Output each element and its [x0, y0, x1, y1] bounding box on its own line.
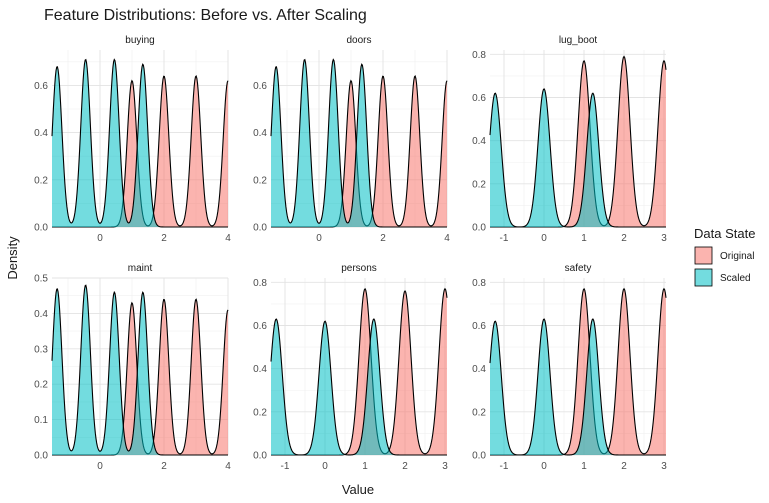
y-tick-label: 0.4 [253, 128, 267, 139]
x-tick-label: 3 [661, 233, 667, 244]
y-tick-label: 0.2 [34, 380, 48, 391]
x-tick-label: 0 [316, 233, 322, 244]
y-tick-label: 0.2 [253, 175, 267, 186]
y-tick-label: 0.6 [253, 81, 267, 92]
x-tick-label: 1 [581, 461, 587, 472]
legend-label-original: Original [720, 251, 754, 262]
x-tick-label: -1 [500, 233, 509, 244]
y-tick-label: 0.8 [472, 278, 486, 289]
y-tick-label: 0.2 [472, 407, 486, 418]
density-area-scaled [271, 59, 447, 227]
y-tick-label: 0.5 [34, 274, 48, 285]
density-line-scaled [51, 58, 228, 228]
facet-buying: buying 0.0 0.2 0.4 0.6 0 2 4 [34, 35, 231, 244]
density-line-scaled [489, 318, 666, 456]
x-tick-label: 4 [444, 233, 450, 244]
y-tick-label: 0.0 [472, 451, 486, 462]
facet-label-persons: persons [341, 263, 377, 274]
y-tick-label: 0.4 [253, 364, 267, 375]
x-tick-label: 2 [380, 233, 386, 244]
x-tick-label: 0 [541, 461, 547, 472]
density-line-scaled [51, 284, 228, 456]
legend-key-original [694, 246, 713, 265]
facet-label-buying: buying [125, 35, 154, 46]
facet-doors: doors 0.0 0.2 0.4 0.6 0 2 4 [253, 35, 450, 244]
y-axis-label: Density [5, 236, 20, 280]
chart-title: Feature Distributions: Before vs. After … [44, 7, 367, 24]
y-tick-label: 0.4 [472, 136, 486, 147]
y-tick-label: 0.1 [34, 415, 48, 426]
x-tick-label: 0 [541, 233, 547, 244]
legend: Data State Original Scaled [694, 226, 755, 287]
x-tick-label: 2 [621, 461, 627, 472]
density-line-scaled [270, 58, 447, 228]
x-tick-label: 4 [225, 461, 231, 472]
x-tick-label: 0 [322, 461, 328, 472]
x-tick-label: -1 [281, 461, 290, 472]
facet-panels: buying 0.0 0.2 0.4 0.6 0 2 4 doors 0.0 0.2 0.4 0.6 0 2… [34, 35, 667, 472]
density-line-scaled [270, 318, 447, 456]
density-area-scaled [52, 285, 228, 455]
x-tick-label: 2 [161, 461, 167, 472]
y-tick-label: 0.6 [253, 321, 267, 332]
facet-label-lug-boot: lug_boot [559, 35, 598, 46]
x-tick-label: 3 [442, 461, 448, 472]
facet-maint: maint 0.0 0.1 0.2 0.3 0.4 0.5 0 2 4 [34, 263, 231, 472]
x-tick-label: 0 [97, 461, 103, 472]
x-tick-label: 2 [621, 233, 627, 244]
density-area-original [490, 288, 666, 455]
x-tick-label: 2 [402, 461, 408, 472]
y-tick-label: 0.0 [34, 223, 48, 234]
x-tick-label: 0 [97, 233, 103, 244]
density-area-original [271, 288, 447, 455]
y-tick-label: 0.0 [34, 451, 48, 462]
y-tick-label: 0.6 [472, 93, 486, 104]
y-tick-label: 0.2 [253, 407, 267, 418]
y-tick-label: 0.0 [253, 223, 267, 234]
legend-title: Data State [694, 226, 755, 241]
facet-safety: safety 0.0 0.2 0.4 0.6 0.8 -1 0 1 2 3 [472, 263, 667, 472]
x-tick-label: 3 [661, 461, 667, 472]
y-tick-label: 0.0 [253, 451, 267, 462]
x-tick-label: -1 [500, 461, 509, 472]
y-tick-label: 0.2 [472, 179, 486, 190]
y-tick-label: 0.3 [34, 344, 48, 355]
y-tick-label: 0.8 [253, 278, 267, 289]
y-tick-label: 0.2 [34, 175, 48, 186]
y-tick-label: 0.4 [34, 309, 48, 320]
x-tick-label: 4 [225, 233, 231, 244]
x-tick-label: 1 [362, 461, 368, 472]
density-area-scaled [52, 59, 228, 227]
x-tick-label: 2 [161, 233, 167, 244]
legend-label-scaled: Scaled [720, 273, 751, 284]
y-tick-label: 0.6 [472, 321, 486, 332]
y-tick-label: 0.4 [34, 128, 48, 139]
legend-key-scaled [694, 268, 713, 287]
facet-label-maint: maint [128, 263, 153, 274]
density-line-scaled [489, 88, 666, 228]
density-area-original [490, 56, 666, 228]
y-tick-label: 0.6 [34, 81, 48, 92]
y-tick-label: 0.0 [472, 223, 486, 234]
y-tick-label: 0.4 [472, 364, 486, 375]
facet-label-safety: safety [565, 263, 592, 274]
facet-lug-boot: lug_boot 0.0 0.2 0.4 0.6 0.8 -1 0 1 2 3 [472, 35, 667, 244]
y-tick-label: 0.8 [472, 50, 486, 61]
x-tick-label: 1 [581, 233, 587, 244]
facet-persons: persons 0.0 0.2 0.4 0.6 0.8 -1 0 1 2 3 [253, 263, 448, 472]
x-axis-label: Value [342, 482, 374, 497]
facet-label-doors: doors [346, 35, 371, 46]
